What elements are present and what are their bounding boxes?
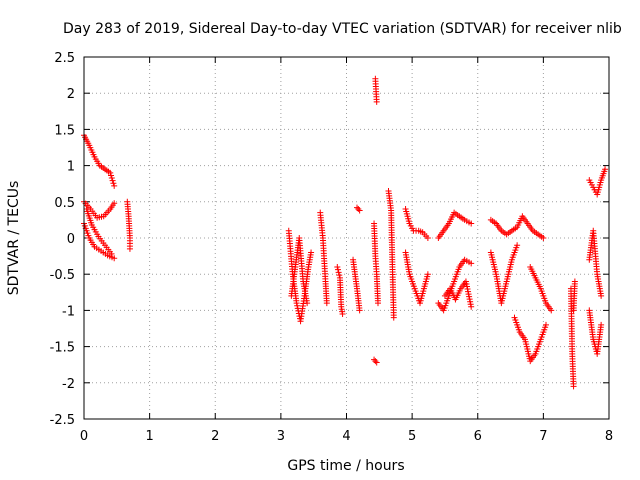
x-tick-label: 7 <box>539 429 547 444</box>
x-tick-labels: 0 1 2 3 4 5 6 7 8 <box>80 429 613 444</box>
y-tick-label: -1.5 <box>50 341 75 356</box>
data-point <box>543 321 549 328</box>
grid <box>84 57 609 419</box>
data-point <box>424 235 431 241</box>
data-points <box>81 75 609 390</box>
y-tick-label: -2 <box>62 377 75 392</box>
data-point <box>468 220 475 227</box>
data-point <box>462 278 469 285</box>
data-point <box>371 356 378 363</box>
x-tick-label: 4 <box>342 429 350 444</box>
data-point <box>111 182 118 189</box>
data-point <box>356 207 363 214</box>
data-point <box>514 242 521 249</box>
x-tick-label: 2 <box>211 429 219 444</box>
data-point <box>466 296 473 303</box>
y-tick-label: -0.5 <box>50 268 75 283</box>
data-point <box>323 300 330 307</box>
data-point <box>463 280 470 287</box>
y-tick-label: -2.5 <box>50 413 75 428</box>
data-point <box>598 292 605 299</box>
y-tick-label: 2 <box>67 87 75 102</box>
x-tick-label: 6 <box>474 429 482 444</box>
x-tick-label: 3 <box>277 429 285 444</box>
x-tick-label: 8 <box>605 429 613 444</box>
data-point <box>373 359 380 366</box>
data-point <box>355 206 362 213</box>
data-point <box>602 166 609 173</box>
x-tick-label: 1 <box>145 429 153 444</box>
data-point <box>110 180 117 187</box>
data-point <box>570 383 577 390</box>
data-point <box>354 204 360 211</box>
data-point <box>111 200 118 207</box>
data-point <box>108 250 115 257</box>
data-point <box>548 307 555 314</box>
data-point <box>375 300 381 307</box>
data-point <box>308 249 315 256</box>
chart-title: Day 283 of 2019, Sidereal Day-to-day VTE… <box>63 21 622 37</box>
data-point <box>464 286 471 293</box>
data-point <box>372 358 379 365</box>
x-axis-title: GPS time / hours <box>287 458 404 474</box>
data-point <box>467 301 474 308</box>
data-point <box>468 303 475 310</box>
data-point <box>294 302 301 309</box>
data-point <box>107 169 114 176</box>
y-tick-label: 1.5 <box>54 123 75 138</box>
data-point <box>463 283 470 290</box>
data-point <box>109 177 116 184</box>
data-point <box>467 298 474 305</box>
data-point <box>293 300 300 307</box>
data-point <box>356 307 363 314</box>
data-point <box>598 321 605 328</box>
x-tick-label: 0 <box>80 429 88 444</box>
data-point <box>465 288 472 295</box>
data-point <box>336 272 343 279</box>
data-point <box>108 175 115 182</box>
data-point <box>466 293 473 300</box>
data-point <box>468 260 475 267</box>
data-point <box>111 255 118 262</box>
data-point <box>334 263 341 270</box>
data-point <box>465 291 472 298</box>
y-tick-label: 2.5 <box>54 51 75 66</box>
data-point <box>424 271 431 278</box>
data-point <box>334 266 341 273</box>
data-point <box>540 235 547 241</box>
data-point <box>108 172 115 179</box>
data-point <box>571 278 578 285</box>
plot-frame <box>83 56 610 420</box>
data-point <box>126 245 133 252</box>
y-axis-title: SDTVAR / TECUs <box>6 181 22 296</box>
data-point <box>339 311 346 318</box>
y-tick-labels: -2.5 -2 -1.5 -1 -0.5 0 0.5 1 1.5 2 2.5 <box>50 51 75 428</box>
y-tick-label: 0 <box>67 232 75 247</box>
data-point <box>390 314 397 321</box>
y-tick-label: -1 <box>62 304 75 319</box>
data-point <box>335 269 342 276</box>
x-tick-label: 5 <box>408 429 416 444</box>
y-tick-label: 0.5 <box>54 196 75 211</box>
data-point <box>304 300 311 307</box>
y-tick-label: 1 <box>67 160 75 175</box>
data-point <box>373 98 380 105</box>
